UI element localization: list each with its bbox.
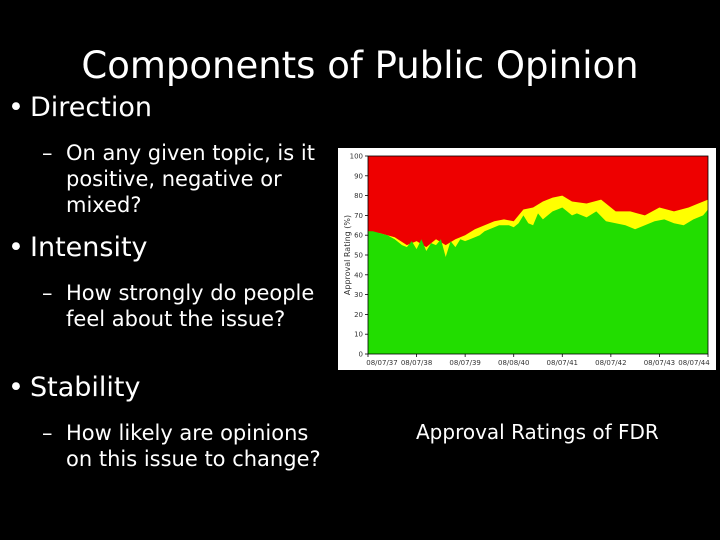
x-tick-label: 08/07/44 <box>678 359 710 367</box>
bullet-label: Intensity <box>30 232 148 263</box>
bullet-stability: • Stability <box>8 372 140 403</box>
approval-chart-svg: 0 10 20 30 40 50 60 70 80 90 100 08/07/37 08/07/38 08… <box>343 153 710 368</box>
y-tick-label: 20 <box>354 311 363 319</box>
y-axis-label: Approval Rating (%) <box>343 215 352 295</box>
dash-glyph: – <box>42 281 53 305</box>
y-tick-label: 60 <box>354 232 363 240</box>
sub-bullet-intensity: – How strongly do people feel about the i… <box>42 280 342 332</box>
x-tick-label: 08/07/37 <box>366 359 397 367</box>
y-tick-label: 30 <box>354 291 363 299</box>
approve-area <box>368 207 708 354</box>
y-tick-label: 0 <box>359 351 363 359</box>
bullet-label: Stability <box>30 372 141 403</box>
bullet-label: Direction <box>30 92 152 123</box>
x-tick-label: 08/07/39 <box>449 359 480 367</box>
bullet-intensity: • Intensity <box>8 232 148 263</box>
chart-caption: Approval Ratings of FDR <box>416 420 659 444</box>
sub-bullet-text: How strongly do people feel about the is… <box>66 281 315 331</box>
approval-chart: 0 10 20 30 40 50 60 70 80 90 100 08/07/37 08/07/38 08… <box>338 148 716 370</box>
sub-bullet-stability: – How likely are opinions on this issue t… <box>42 420 342 472</box>
y-tick-label: 80 <box>354 192 363 200</box>
x-tick-label: 08/07/38 <box>401 359 432 367</box>
y-tick-label: 40 <box>354 271 363 279</box>
bullet-glyph: • <box>8 372 24 403</box>
dash-glyph: – <box>42 141 53 165</box>
y-tick-label: 70 <box>354 212 363 220</box>
bullet-glyph: • <box>8 92 24 123</box>
sub-bullet-text: On any given topic, is it positive, nega… <box>66 141 315 217</box>
bullet-glyph: • <box>8 232 24 263</box>
x-tick-label: 08/07/42 <box>595 359 626 367</box>
slide-title: Components of Public Opinion <box>81 44 639 87</box>
y-tick-label: 90 <box>354 172 363 180</box>
sub-bullet-text: How likely are opinions on this issue to… <box>66 421 321 471</box>
y-tick-label: 50 <box>354 252 363 260</box>
dash-glyph: – <box>42 421 53 445</box>
bullet-direction: • Direction <box>8 92 152 123</box>
y-tick-label: 100 <box>350 153 363 161</box>
y-tick-label: 10 <box>354 331 363 339</box>
x-tick-label: 08/08/40 <box>498 359 529 367</box>
x-tick-label: 08/07/41 <box>547 359 578 367</box>
sub-bullet-direction: – On any given topic, is it positive, neg… <box>42 140 342 218</box>
x-tick-label: 08/07/43 <box>644 359 675 367</box>
